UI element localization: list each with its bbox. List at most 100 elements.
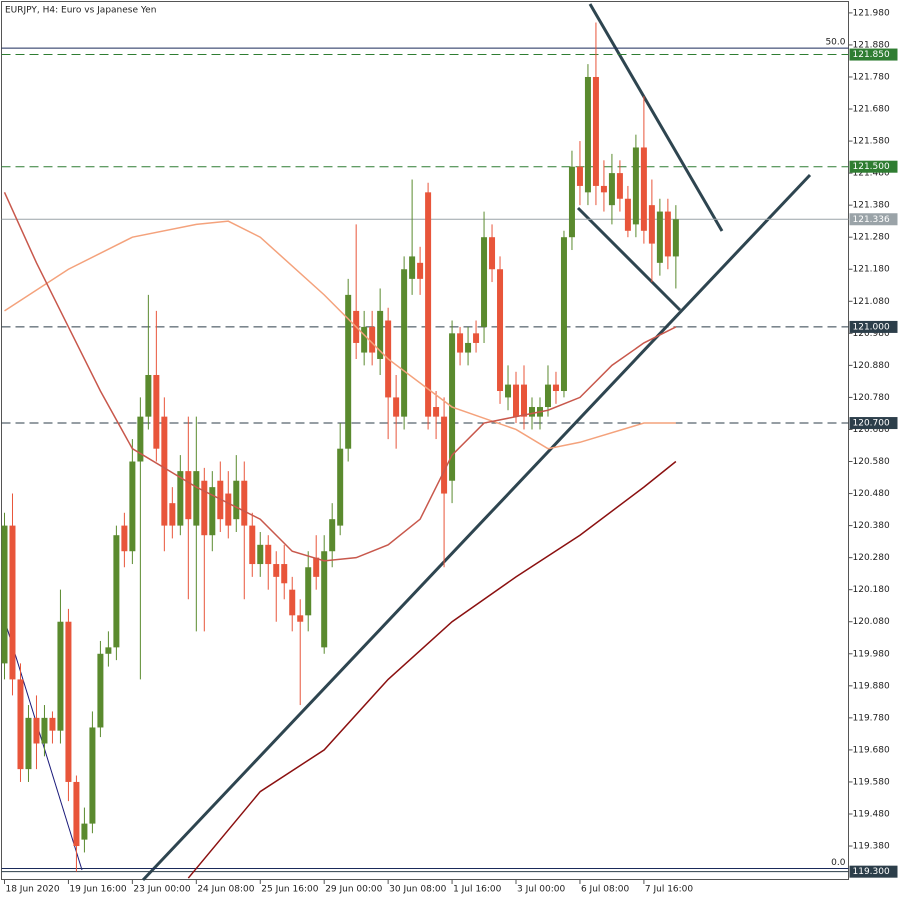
candle-body <box>209 487 216 536</box>
y-tick-label: 119.380 <box>853 842 890 852</box>
candle-body <box>425 192 432 417</box>
candle-body <box>544 384 551 408</box>
candle-body <box>417 262 424 279</box>
candle-body <box>57 621 64 731</box>
price-tag <box>849 48 898 61</box>
candle-body <box>17 679 24 770</box>
x-tick-label: 6 Jul 08:00 <box>581 885 630 895</box>
candle-body <box>185 471 192 520</box>
candle-body <box>137 416 144 462</box>
x-tick-label: 24 Jun 08:00 <box>197 885 254 895</box>
x-tick-label: 30 Jun 08:00 <box>389 885 446 895</box>
x-tick-label: 25 Jun 16:00 <box>261 885 318 895</box>
candle-body <box>441 416 448 494</box>
candle-body <box>584 76 591 193</box>
moving-average <box>3 192 677 562</box>
candle-body <box>481 237 488 327</box>
candle-body <box>305 567 312 616</box>
candle-body <box>377 310 384 359</box>
price-tag <box>849 417 898 430</box>
candle-body <box>161 416 168 526</box>
y-tick-label: 119.680 <box>853 745 890 755</box>
candle-body <box>145 374 152 417</box>
price-tag <box>849 160 898 173</box>
candle-body <box>505 384 512 398</box>
candle-body <box>528 407 535 417</box>
candle-body <box>169 503 176 526</box>
candle-body <box>409 256 416 279</box>
y-tick-label: 121.880 <box>853 40 890 50</box>
candle-body <box>664 211 671 257</box>
candle-body <box>321 551 328 648</box>
candle-body <box>473 333 480 343</box>
candle-body <box>640 147 647 231</box>
candle-body <box>81 823 88 840</box>
x-tick-label: 23 Jun 00:00 <box>133 885 190 895</box>
y-tick-label: 119.780 <box>853 713 890 723</box>
y-tick-label: 121.580 <box>853 137 890 147</box>
y-tick-label: 120.680 <box>853 425 890 435</box>
candle-body <box>457 333 464 353</box>
candle-body <box>616 173 623 199</box>
candle-body <box>337 448 344 526</box>
price-tag <box>849 320 898 333</box>
candle-body <box>369 326 376 353</box>
candle-body <box>89 727 96 824</box>
candle-body <box>97 653 104 728</box>
candle-body <box>113 535 120 648</box>
x-tick-label: 3 Jul 00:00 <box>517 885 566 895</box>
candle-body <box>592 76 599 186</box>
y-tick-label: 121.280 <box>853 233 890 243</box>
fibo-label: 0.0 <box>831 858 846 868</box>
candle-body <box>560 237 567 392</box>
candle-body <box>153 374 160 449</box>
candle-body <box>105 647 112 654</box>
y-tick-label: 120.780 <box>853 393 890 403</box>
candle-body <box>73 781 80 847</box>
y-tick-label: 120.380 <box>853 521 890 531</box>
candle-body <box>177 471 184 526</box>
y-tick-label: 121.480 <box>853 169 890 179</box>
candle-body <box>656 211 663 263</box>
price-tag-label: 120.700 <box>853 419 890 429</box>
candle-body <box>521 384 528 417</box>
candle-body <box>433 407 440 417</box>
candle-body <box>632 147 639 225</box>
candle-body <box>297 615 304 622</box>
price-tag-label: 121.336 <box>853 215 890 225</box>
candle-body <box>552 384 559 392</box>
y-tick-label: 121.380 <box>853 201 890 211</box>
x-tick-label: 19 Jun 16:00 <box>69 885 126 895</box>
y-tick-label: 121.980 <box>853 8 890 18</box>
candle-body <box>313 557 320 577</box>
y-tick-label: 119.980 <box>853 649 890 659</box>
y-tick-label: 120.080 <box>853 617 890 627</box>
candle-body <box>361 326 368 353</box>
chart-title: EURJPY, H4: Euro vs Japanese Yen <box>5 6 156 16</box>
channel-line <box>576 206 682 312</box>
price-tag-label: 121.500 <box>853 162 890 172</box>
candle-body <box>273 564 280 577</box>
candle-body <box>281 564 288 584</box>
candle-body <box>568 166 575 238</box>
y-tick-label: 120.880 <box>853 361 890 371</box>
price-tag <box>849 213 898 226</box>
y-tick-label: 120.180 <box>853 585 890 595</box>
candle-body <box>9 525 16 680</box>
candle-body <box>1 525 8 664</box>
candle-body <box>401 269 408 417</box>
candle-body <box>576 166 583 186</box>
y-tick-label: 121.780 <box>853 72 890 82</box>
price-tag-label: 119.300 <box>853 867 890 877</box>
y-tick-label: 120.480 <box>853 489 890 499</box>
trend-line <box>141 173 812 882</box>
candle-body <box>201 480 208 536</box>
y-tick-label: 120.980 <box>853 329 890 339</box>
candle-body <box>41 717 48 744</box>
y-tick-label: 121.080 <box>853 297 890 307</box>
y-tick-label: 120.580 <box>853 457 890 467</box>
candle-body <box>121 525 128 552</box>
candle-body <box>129 461 136 552</box>
candle-body <box>393 397 400 417</box>
candle-body <box>33 717 40 744</box>
